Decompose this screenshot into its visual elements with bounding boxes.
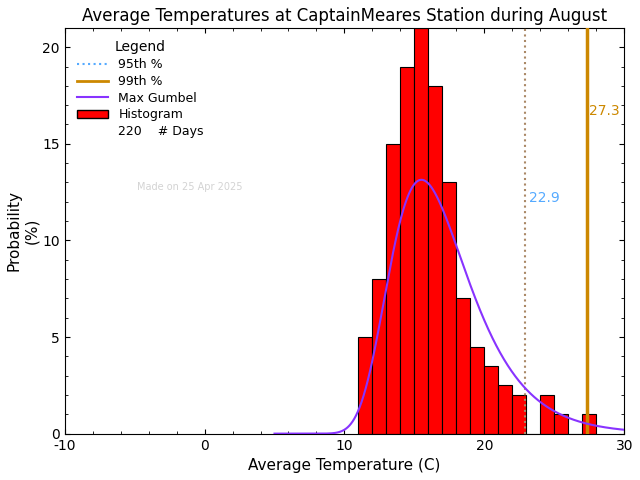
Bar	[540, 395, 554, 433]
X-axis label: Average Temperature (C): Average Temperature (C)	[248, 458, 441, 473]
Text: Made on 25 Apr 2025: Made on 25 Apr 2025	[138, 182, 243, 192]
Bar	[372, 279, 387, 433]
Bar	[428, 86, 442, 433]
Bar	[582, 414, 596, 433]
Bar	[513, 395, 526, 433]
Text: 22.9: 22.9	[529, 191, 560, 205]
Y-axis label: Probability
(%): Probability (%)	[7, 190, 39, 271]
Bar	[401, 67, 415, 433]
Bar	[415, 28, 428, 433]
Bar	[484, 366, 499, 433]
Bar	[387, 144, 401, 433]
Title: Average Temperatures at CaptainMeares Station during August: Average Temperatures at CaptainMeares St…	[82, 7, 607, 25]
Bar	[554, 414, 568, 433]
Bar	[358, 337, 372, 433]
Bar	[442, 182, 456, 433]
Legend: 95th %, 99th %, Max Gumbel, Histogram, 220    # Days: 95th %, 99th %, Max Gumbel, Histogram, 2…	[71, 34, 210, 144]
Text: 27.3: 27.3	[589, 104, 620, 118]
Bar	[456, 299, 470, 433]
Bar	[470, 347, 484, 433]
Bar	[499, 385, 513, 433]
